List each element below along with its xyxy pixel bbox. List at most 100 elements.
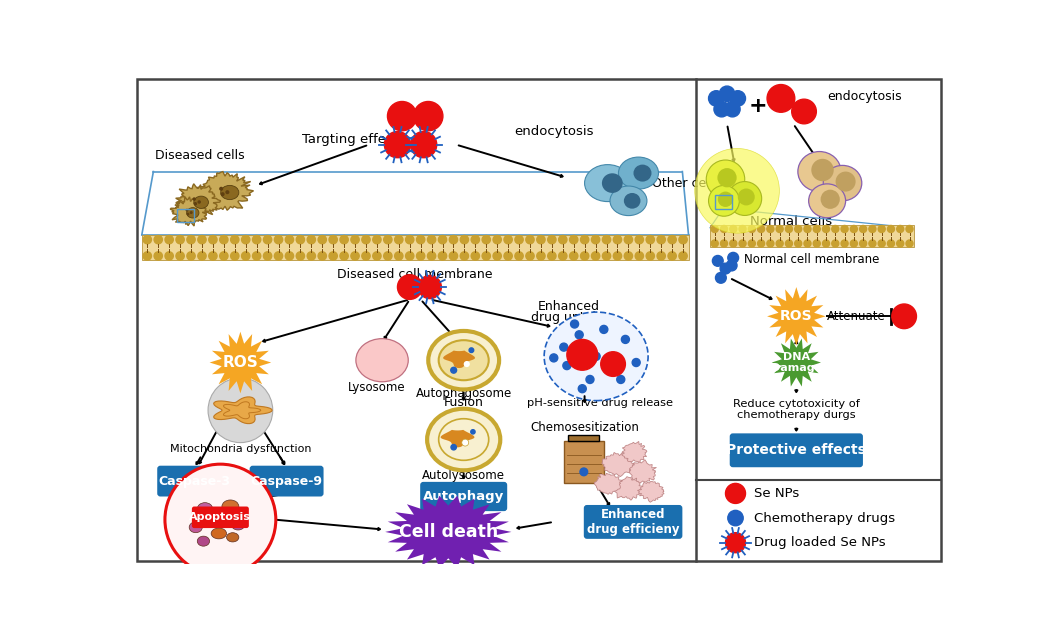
Circle shape <box>469 348 473 353</box>
Circle shape <box>154 235 162 244</box>
Circle shape <box>878 226 885 233</box>
Circle shape <box>776 240 783 247</box>
Circle shape <box>220 252 228 260</box>
Ellipse shape <box>198 536 209 546</box>
Circle shape <box>464 361 470 367</box>
Circle shape <box>896 240 904 247</box>
Polygon shape <box>772 339 821 387</box>
Circle shape <box>384 131 410 158</box>
Circle shape <box>275 252 283 260</box>
Circle shape <box>560 343 568 351</box>
Circle shape <box>548 252 557 260</box>
Circle shape <box>275 235 283 244</box>
Circle shape <box>721 240 728 247</box>
Circle shape <box>892 304 916 328</box>
Circle shape <box>579 385 586 392</box>
Circle shape <box>329 252 338 260</box>
FancyBboxPatch shape <box>568 435 600 441</box>
Ellipse shape <box>544 312 648 401</box>
Circle shape <box>504 235 512 244</box>
Text: chemotherapy durgs: chemotherapy durgs <box>737 410 855 420</box>
Ellipse shape <box>198 503 213 515</box>
Ellipse shape <box>809 184 846 217</box>
Text: DNA
Damage: DNA Damage <box>771 352 822 373</box>
Circle shape <box>504 252 512 260</box>
Circle shape <box>603 252 610 260</box>
FancyBboxPatch shape <box>730 434 863 467</box>
Text: Autolysosome: Autolysosome <box>422 469 505 482</box>
Circle shape <box>712 256 723 266</box>
Circle shape <box>624 252 632 260</box>
Text: Diseased cells: Diseased cells <box>155 150 244 162</box>
Polygon shape <box>602 452 634 477</box>
Circle shape <box>767 84 795 112</box>
Circle shape <box>694 148 780 233</box>
Circle shape <box>143 235 151 244</box>
Circle shape <box>581 252 589 260</box>
Text: Cell death: Cell death <box>399 523 498 541</box>
Circle shape <box>804 240 811 247</box>
Ellipse shape <box>624 193 641 209</box>
Circle shape <box>410 131 437 158</box>
Circle shape <box>208 235 217 244</box>
Circle shape <box>709 185 740 216</box>
Circle shape <box>757 226 765 233</box>
Circle shape <box>679 252 687 260</box>
Circle shape <box>559 252 567 260</box>
Circle shape <box>728 252 739 263</box>
Ellipse shape <box>585 165 631 202</box>
Text: Autophagosome: Autophagosome <box>416 387 512 400</box>
Circle shape <box>439 252 447 260</box>
Text: Targting effects: Targting effects <box>302 133 405 146</box>
Circle shape <box>668 235 676 244</box>
Circle shape <box>717 191 733 207</box>
Circle shape <box>372 252 381 260</box>
Circle shape <box>185 209 188 212</box>
Circle shape <box>613 235 622 244</box>
Circle shape <box>592 353 600 360</box>
Circle shape <box>362 235 370 244</box>
Circle shape <box>748 226 755 233</box>
Text: Mitochondria dysfunction: Mitochondria dysfunction <box>169 444 311 454</box>
Circle shape <box>252 235 261 244</box>
Circle shape <box>646 235 654 244</box>
FancyBboxPatch shape <box>420 482 507 511</box>
Circle shape <box>263 252 271 260</box>
Ellipse shape <box>211 528 226 539</box>
Circle shape <box>194 202 197 205</box>
Circle shape <box>394 235 403 244</box>
Circle shape <box>720 86 734 101</box>
Ellipse shape <box>439 340 489 380</box>
Polygon shape <box>613 477 645 500</box>
Circle shape <box>462 439 469 446</box>
Circle shape <box>252 252 261 260</box>
Ellipse shape <box>226 533 239 542</box>
Text: Drug loaded Se NPs: Drug loaded Se NPs <box>754 536 886 549</box>
Circle shape <box>176 235 184 244</box>
FancyBboxPatch shape <box>564 441 604 483</box>
Circle shape <box>187 235 196 244</box>
Circle shape <box>384 235 392 244</box>
Circle shape <box>362 252 370 260</box>
Circle shape <box>569 252 578 260</box>
Text: pH-sensitive drug release: pH-sensitive drug release <box>527 398 673 408</box>
Text: Normal cell membrane: Normal cell membrane <box>744 253 879 266</box>
Circle shape <box>823 240 830 247</box>
Circle shape <box>220 235 228 244</box>
Circle shape <box>850 240 857 247</box>
Circle shape <box>859 240 867 247</box>
Circle shape <box>514 235 523 244</box>
Circle shape <box>230 235 239 244</box>
Circle shape <box>821 190 839 209</box>
Circle shape <box>165 252 174 260</box>
Circle shape <box>143 252 151 260</box>
Circle shape <box>804 226 811 233</box>
Circle shape <box>728 510 743 526</box>
Circle shape <box>711 226 719 233</box>
Circle shape <box>225 190 229 194</box>
Circle shape <box>514 252 523 260</box>
Polygon shape <box>197 172 254 210</box>
Circle shape <box>340 252 348 260</box>
Circle shape <box>526 235 534 244</box>
Text: ROS: ROS <box>780 309 812 323</box>
